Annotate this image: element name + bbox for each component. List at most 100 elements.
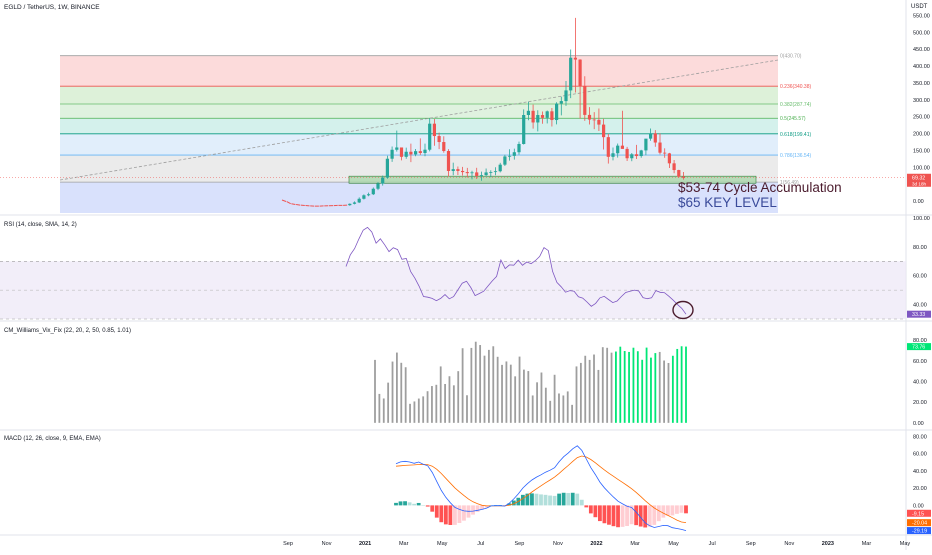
vix-bar [593,355,595,423]
macd-histogram-bar [539,494,543,505]
candle-body [470,172,473,173]
macd-histogram-bar [557,494,561,506]
fib-zone [60,86,778,104]
vix-bar [536,382,538,423]
vix-bar [479,345,481,423]
vix-bar [646,348,648,423]
time-axis-tick: Nov [553,541,563,547]
candle-body [367,194,370,195]
vix-bar [418,399,420,423]
vix-bar [387,383,389,423]
macd-histogram-bar [630,505,634,524]
candle-body [555,104,558,120]
fib-level-label: 0.5(245.57) [780,116,806,122]
vix-bar [431,386,433,423]
time-axis-tick: May [437,541,448,547]
vix-bar [589,360,591,423]
vix-bar [466,395,468,423]
fib-level-label: 0.618(199.41) [780,132,811,138]
vix-bar [383,398,385,422]
candle-body [541,115,544,118]
candle-body [569,58,572,91]
price-axis-tick: 250.00 [913,115,930,121]
vix-bar [405,367,407,423]
currency-label: USDT [911,4,928,10]
candle-body [564,90,567,101]
vix-bar [519,357,521,423]
macd-axis-tick: 0.00 [913,503,924,509]
vix-bar [562,395,564,422]
candle-body [607,137,610,157]
time-axis-tick: May [668,541,679,547]
vix-bar [453,385,455,423]
macd-histogram-bar [661,505,665,517]
vix-bar [628,352,630,423]
price-axis-tick: 300.00 [913,98,930,104]
time-axis-tick: Jul [477,541,484,547]
fib-level-label: 0.236(340.38) [780,84,811,90]
vix-bar [637,351,639,423]
vix-bar [435,385,437,423]
candle-body [517,144,520,152]
vix-bar [492,346,494,423]
candle-body [433,124,436,136]
vix-axis-tick: 0.00 [913,421,924,427]
countdown-tag: 3d 18h [912,181,926,186]
candle-body [560,101,563,103]
macd-histogram-bar [426,505,430,506]
macd-last-tag: -29.19 [912,529,927,535]
candle-body [682,177,685,178]
candle-body [395,147,398,149]
macd-histogram-bar [530,493,534,505]
rsi-axis-tick: 40.00 [913,303,927,309]
macd-histogram-bar [680,505,684,512]
candle-body [677,170,680,177]
candle-body [630,154,633,158]
candle-body [508,156,511,157]
candle-body [494,171,497,172]
vix-bar [514,376,516,423]
candle-body [550,111,553,120]
vix-bar [554,375,556,423]
vix-bar [668,363,670,423]
candle-body [423,150,426,153]
macd-histogram-bar [553,496,557,505]
macd-histogram-bar [562,493,566,506]
time-axis-tick: Mar [862,541,872,547]
vix-bar [584,356,586,423]
vix-bar [475,342,477,423]
vix-bar [378,394,380,423]
macd-histogram-bar [580,500,584,506]
candle-body [480,175,483,176]
macd-histogram-bar [435,505,439,517]
macd-axis-tick: 20.00 [913,486,927,492]
price-axis-tick: 550.00 [913,13,930,19]
macd-histogram-bar [521,495,525,506]
vix-bar [650,358,652,423]
vix-bar [571,405,573,423]
candle-body [649,133,652,138]
macd-histogram-bar [616,505,620,527]
vix-bar [497,357,499,423]
candle-body [536,115,539,122]
candle-body [400,147,403,156]
candle-body [372,189,375,195]
vix-bar [654,353,656,423]
candle-body [546,111,549,118]
candle-body [447,151,450,171]
vix-bar [457,371,459,423]
vix-bar [523,370,525,423]
candle-body [461,171,464,172]
macd-histogram-bar [444,505,448,524]
candle-body [532,111,535,123]
macd-histogram-bar [666,505,670,515]
macd-histogram-bar [471,505,475,514]
time-axis-tick: Jul [709,541,716,547]
vix-bar [527,371,529,423]
time-axis-tick: 2022 [590,541,602,547]
macd-title: MACD (12, 26, close, 9, EMA, EMA) [4,436,101,442]
candle-body [602,125,605,138]
vix-axis-tick: 60.00 [913,359,927,365]
